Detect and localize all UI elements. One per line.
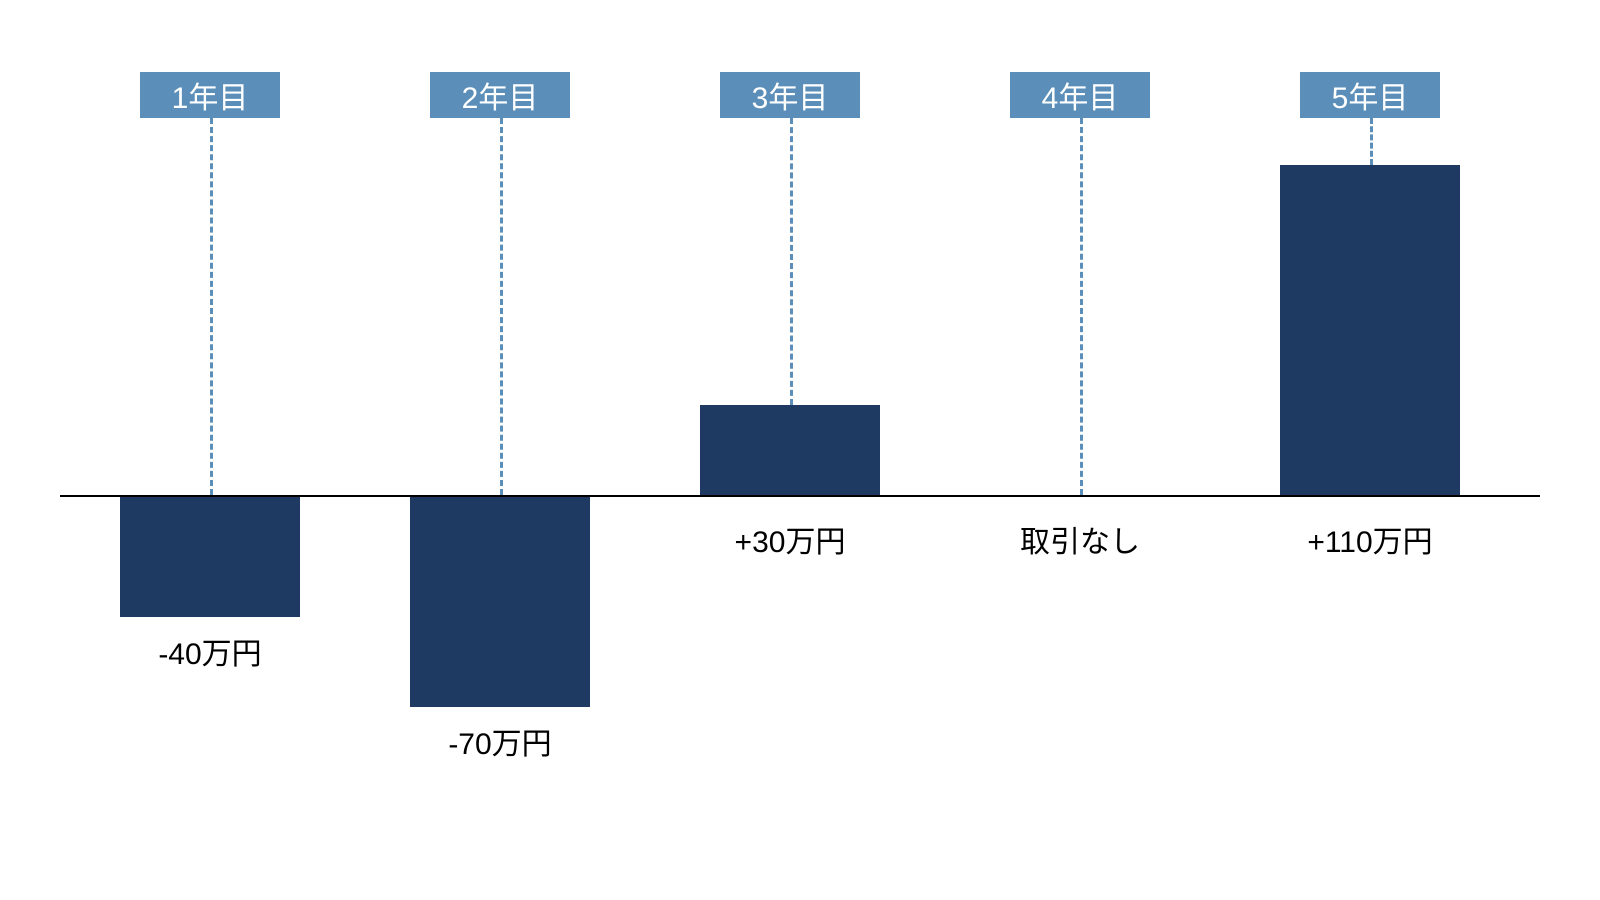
year-badge-label: 2年目 (462, 73, 539, 117)
year-badge-label: 4年目 (1042, 73, 1119, 117)
bar-year-2 (410, 497, 590, 707)
yearly-bar-chart: 1年目 -40万円 2年目 -70万円 3年目 +30万円 4年目取引なし 5年目 +110万円 (0, 0, 1600, 900)
value-label-year-3: +30万円 (735, 517, 846, 561)
leader-line-year-3 (790, 118, 793, 405)
bar-year-3 (700, 405, 880, 495)
year-badge-1: 1年目 (140, 72, 280, 118)
year-badge-label: 5年目 (1332, 73, 1409, 117)
bar-year-5 (1280, 165, 1460, 495)
leader-line-year-4 (1080, 118, 1083, 495)
year-badge-label: 3年目 (752, 73, 829, 117)
value-label-year-1: -40万円 (158, 629, 261, 673)
leader-line-year-5 (1370, 118, 1373, 165)
year-badge-label: 1年目 (172, 73, 249, 117)
leader-line-year-1 (210, 118, 213, 495)
leader-line-year-2 (500, 118, 503, 495)
value-label-year-5: +110万円 (1307, 517, 1432, 561)
year-badge-2: 2年目 (430, 72, 570, 118)
year-badge-4: 4年目 (1010, 72, 1150, 118)
year-badge-5: 5年目 (1300, 72, 1440, 118)
value-label-year-4: 取引なし (1020, 517, 1140, 561)
year-badge-3: 3年目 (720, 72, 860, 118)
bar-year-1 (120, 497, 300, 617)
value-label-year-2: -70万円 (448, 719, 551, 763)
